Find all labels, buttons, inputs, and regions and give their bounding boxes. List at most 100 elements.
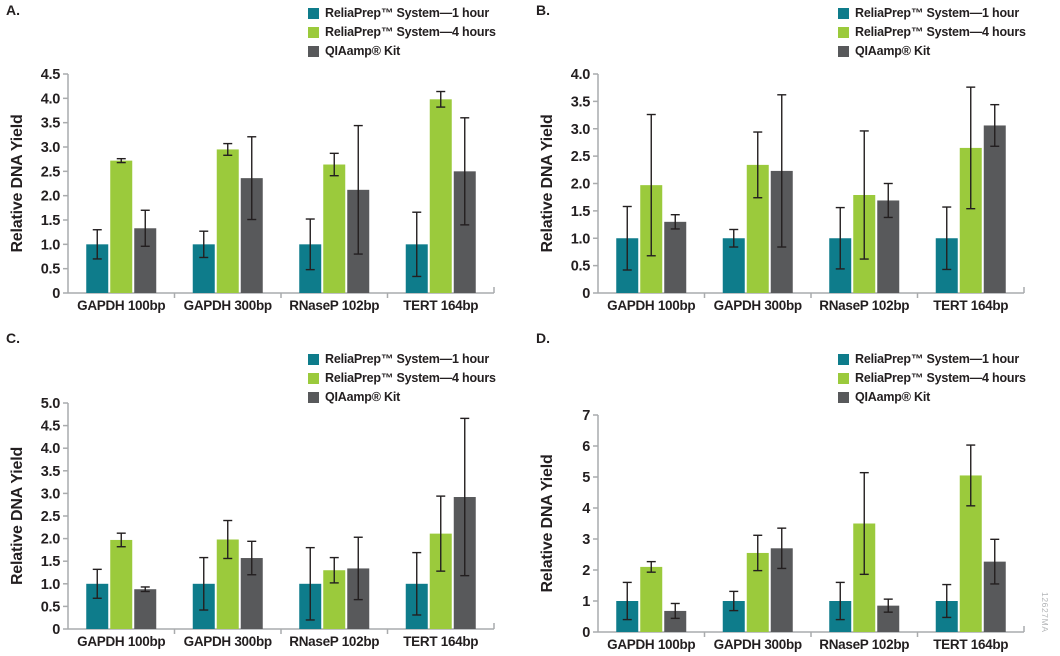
- y-tick-label: 2.0: [41, 189, 60, 205]
- legend-item: ReliaPrep™ System—4 hours: [308, 371, 496, 386]
- bar-chart: 0 0.5 1.0 1.5 2.0 2.5 3.0 3.5 4.0 4.5 GAPDH 100bp G…: [9, 67, 495, 313]
- category-label: GAPDH 100bp: [607, 298, 695, 313]
- y-tick-label: 3.5: [41, 116, 60, 132]
- bar: [640, 566, 663, 632]
- y-axis-title: Relative DNA Yield: [9, 114, 26, 252]
- category-label: GAPDH 100bp: [77, 634, 165, 649]
- panel-b: B. ReliaPrep™ System—1 hour ReliaPrep™ Sy…: [530, 0, 1060, 328]
- bar: [722, 238, 745, 293]
- y-tick-label: 3.0: [571, 122, 590, 138]
- legend-item: ReliaPrep™ System—1 hour: [308, 352, 496, 367]
- legend-item: ReliaPrep™ System—4 hours: [838, 371, 1026, 386]
- bar: [453, 171, 476, 293]
- legend-swatch-icon: [838, 373, 849, 384]
- panel-label: C.: [6, 330, 20, 346]
- y-tick-label: 5: [582, 470, 590, 486]
- y-tick-label: 1.5: [571, 204, 590, 220]
- y-tick-label: 7: [582, 408, 590, 424]
- legend-swatch-icon: [838, 27, 849, 38]
- category-label: GAPDH 100bp: [77, 298, 165, 313]
- legend-swatch-icon: [308, 373, 319, 384]
- category-label: TERT 164bp: [403, 298, 478, 313]
- y-tick-label: 0: [582, 625, 590, 641]
- legend-item: ReliaPrep™ System—4 hours: [838, 25, 1026, 40]
- bar: [110, 539, 133, 629]
- legend-label: ReliaPrep™ System—1 hour: [325, 6, 490, 20]
- legend-item: QIAamp® Kit: [308, 44, 496, 59]
- bar: [216, 149, 239, 293]
- y-tick-label: 1: [582, 594, 590, 610]
- legend-item: QIAamp® Kit: [838, 44, 1026, 59]
- y-tick-label: 3.0: [41, 140, 60, 156]
- category-label: GAPDH 300bp: [714, 298, 802, 313]
- bar: [664, 221, 687, 293]
- legend-item: QIAamp® Kit: [838, 390, 1026, 405]
- category-label: RNaseP 102bp: [819, 637, 909, 652]
- bar: [240, 178, 263, 293]
- y-tick-label: 2.0: [41, 532, 60, 548]
- panel-label: D.: [536, 330, 550, 346]
- bar: [770, 548, 793, 632]
- category-label: GAPDH 300bp: [184, 298, 272, 313]
- y-tick-label: 1.5: [41, 213, 60, 229]
- legend-item: ReliaPrep™ System—4 hours: [308, 25, 496, 40]
- legend-label: ReliaPrep™ System—1 hour: [855, 352, 1020, 366]
- bar: [959, 147, 982, 293]
- bar: [86, 244, 109, 293]
- bar: [110, 160, 133, 293]
- bar-chart: 0 0.5 1.0 1.5 2.0 2.5 3.0 3.5 4.0 4.5 5.0 GAPDH 100…: [9, 396, 495, 649]
- category-label: RNaseP 102bp: [819, 298, 909, 313]
- legend: ReliaPrep™ System—1 hour ReliaPrep™ Syste…: [838, 6, 1026, 59]
- legend: ReliaPrep™ System—1 hour ReliaPrep™ Syste…: [308, 6, 496, 59]
- legend-swatch-icon: [308, 46, 319, 57]
- category-label: RNaseP 102bp: [289, 634, 379, 649]
- category-label: TERT 164bp: [933, 637, 1008, 652]
- legend-label: QIAamp® Kit: [325, 390, 401, 404]
- bar: [959, 475, 982, 632]
- bar: [86, 583, 109, 629]
- legend-swatch-icon: [308, 354, 319, 365]
- y-tick-label: 5.0: [41, 396, 60, 412]
- y-tick-label: 3.5: [571, 94, 590, 110]
- category-label: GAPDH 300bp: [184, 634, 272, 649]
- legend-swatch-icon: [838, 8, 849, 19]
- legend-label: ReliaPrep™ System—4 hours: [855, 25, 1026, 39]
- bar: [134, 589, 157, 629]
- y-tick-label: 4.0: [571, 67, 590, 83]
- bar: [664, 610, 687, 632]
- legend-swatch-icon: [838, 46, 849, 57]
- y-tick-label: 1.0: [41, 577, 60, 593]
- bar: [877, 605, 900, 632]
- legend-label: QIAamp® Kit: [325, 44, 401, 58]
- bar-chart: 0 0.5 1.0 1.5 2.0 2.5 3.0 3.5 4.0 GAPDH 100bp GAPD…: [539, 67, 1025, 313]
- bar: [429, 533, 452, 629]
- y-tick-label: 2.5: [571, 149, 590, 165]
- y-axis-title: Relative DNA Yield: [9, 447, 26, 585]
- y-tick-label: 1.0: [571, 231, 590, 247]
- bar: [429, 99, 452, 293]
- bar: [983, 125, 1006, 293]
- bar: [216, 539, 239, 629]
- panel-label: B.: [536, 2, 550, 18]
- bar: [853, 523, 876, 632]
- panel-d: D. ReliaPrep™ System—1 hour ReliaPrep™ Sy…: [530, 328, 1060, 656]
- y-tick-label: 4.0: [41, 441, 60, 457]
- legend-swatch-icon: [308, 27, 319, 38]
- legend-swatch-icon: [308, 392, 319, 403]
- bar: [240, 558, 263, 629]
- y-tick-label: 2.5: [41, 509, 60, 525]
- y-tick-label: 0.5: [41, 262, 60, 278]
- legend-swatch-icon: [308, 8, 319, 19]
- legend-item: QIAamp® Kit: [308, 390, 496, 405]
- bar: [192, 244, 215, 293]
- y-tick-label: 4: [582, 501, 590, 517]
- y-tick-label: 2: [582, 563, 590, 579]
- legend-item: ReliaPrep™ System—1 hour: [838, 6, 1026, 21]
- legend-item: ReliaPrep™ System—1 hour: [308, 6, 496, 21]
- y-tick-label: 3: [582, 532, 590, 548]
- y-tick-label: 4.5: [41, 67, 60, 83]
- category-label: RNaseP 102bp: [289, 298, 379, 313]
- panel-label: A.: [6, 2, 20, 18]
- bar: [323, 570, 346, 629]
